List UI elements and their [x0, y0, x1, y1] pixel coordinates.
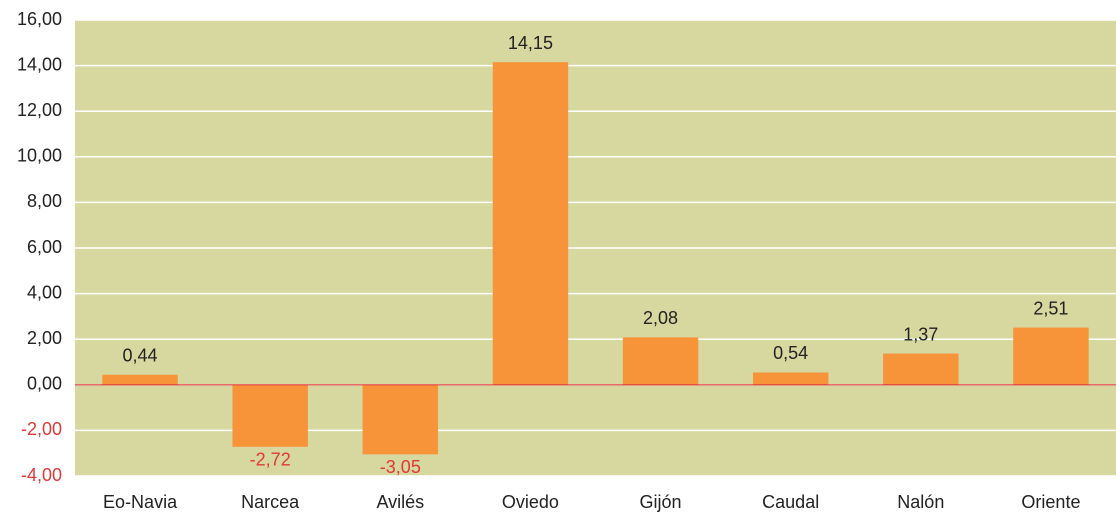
- bar: [232, 384, 308, 447]
- bar: [102, 374, 178, 385]
- data-label: -3,05: [380, 457, 421, 477]
- data-label: 2,08: [643, 308, 678, 328]
- x-tick-label: Avilés: [376, 492, 424, 512]
- bar: [622, 337, 699, 385]
- bar: [492, 62, 569, 385]
- y-tick-label: 0,00: [27, 374, 62, 394]
- bar: [362, 384, 439, 455]
- data-label: 2,51: [1033, 298, 1068, 318]
- y-tick-label: 12,00: [17, 100, 62, 120]
- data-label: -2,72: [250, 450, 291, 470]
- y-tick-label: 4,00: [27, 282, 62, 302]
- y-tick-label: 6,00: [27, 237, 62, 257]
- y-tick-label: 14,00: [17, 54, 62, 74]
- bar: [1013, 327, 1089, 385]
- x-tick-label: Oriente: [1021, 492, 1080, 512]
- data-label: 0,44: [123, 346, 158, 366]
- x-tick-label: Oviedo: [502, 492, 559, 512]
- x-tick-label: Narcea: [241, 492, 300, 512]
- y-tick-label: -4,00: [21, 465, 62, 485]
- y-tick-label: 8,00: [27, 191, 62, 211]
- x-tick-label: Eo-Navia: [103, 492, 178, 512]
- data-label: 14,15: [508, 33, 553, 53]
- bar: [752, 372, 829, 385]
- y-tick-label: 10,00: [17, 146, 62, 166]
- y-tick-label: 2,00: [27, 328, 62, 348]
- y-tick-label: -2,00: [21, 419, 62, 439]
- y-tick-label: 16,00: [17, 9, 62, 29]
- data-label: 0,54: [773, 343, 808, 363]
- data-label: 1,37: [903, 324, 938, 344]
- x-tick-label: Caudal: [762, 492, 819, 512]
- x-tick-label: Nalón: [897, 492, 944, 512]
- x-tick-label: Gijón: [640, 492, 682, 512]
- bar: [883, 353, 959, 385]
